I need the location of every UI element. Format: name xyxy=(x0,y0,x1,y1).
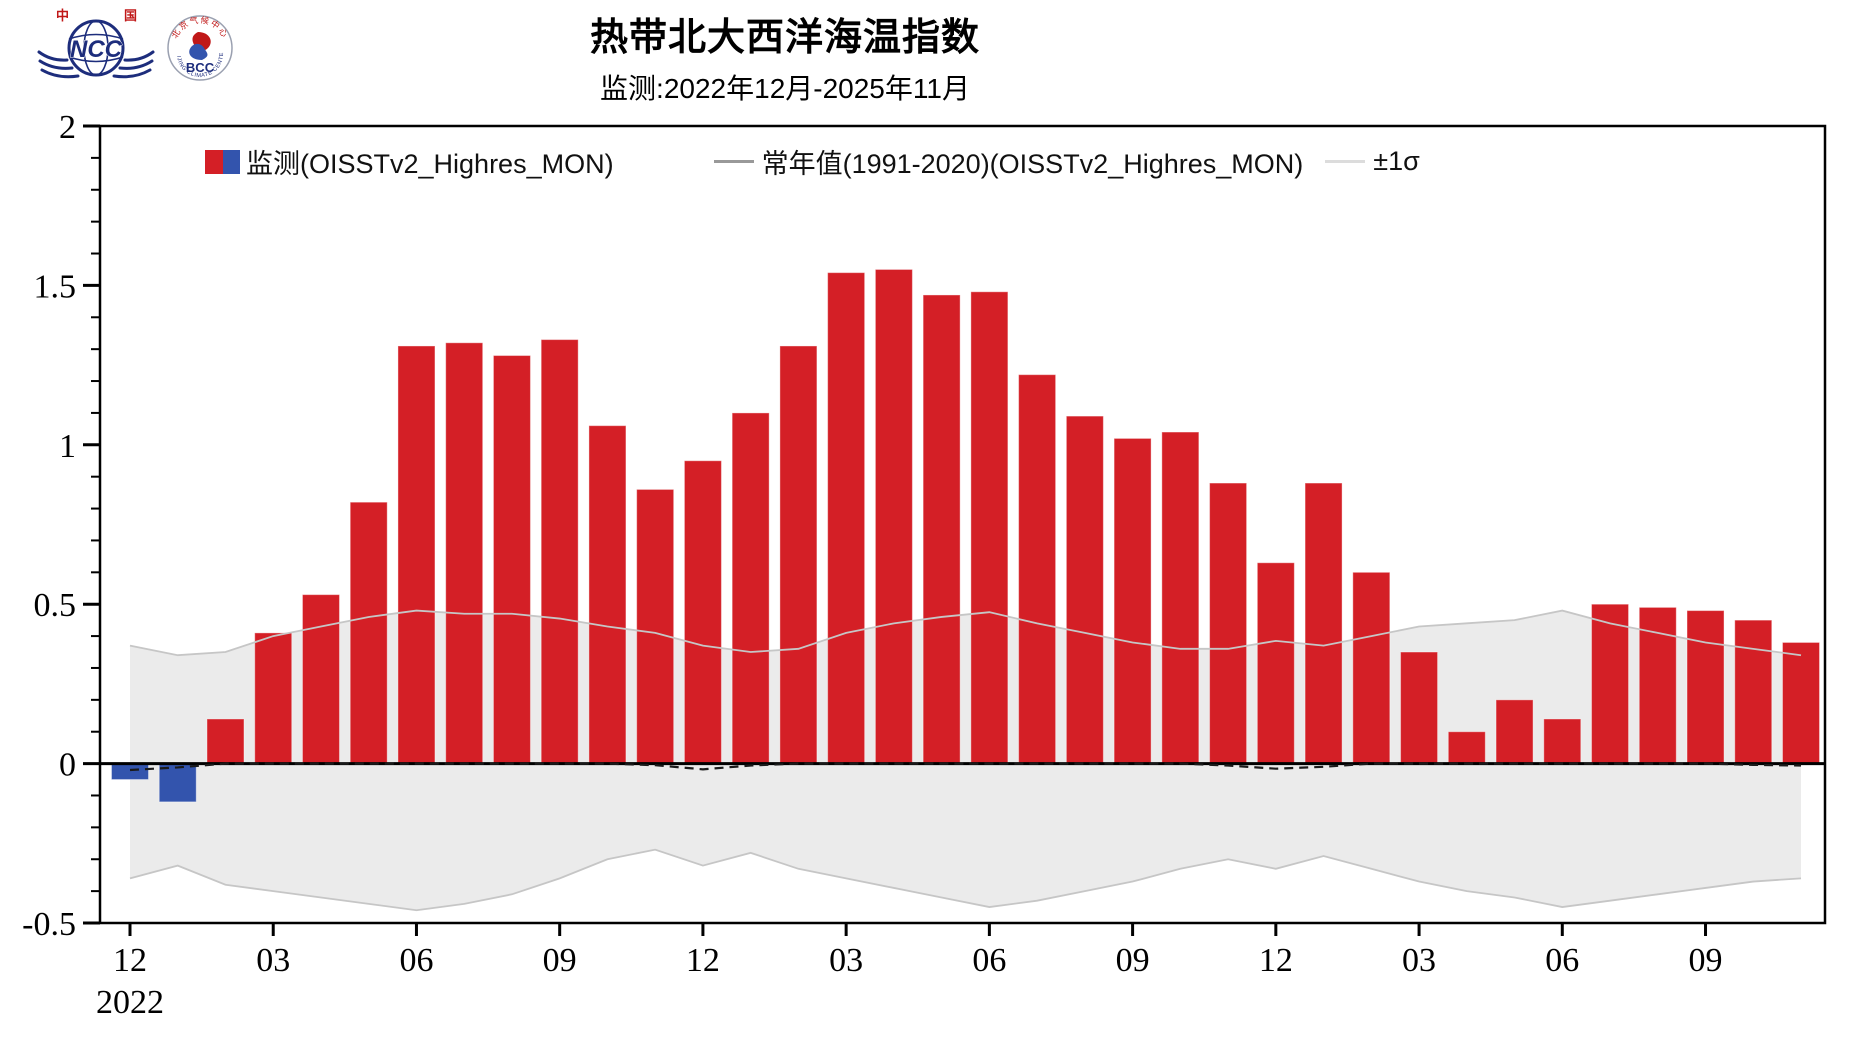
bar xyxy=(445,342,484,765)
y-axis: 2 1.5 1 0.5 0 -0.5 xyxy=(22,109,100,943)
ncc-top-left-char: 中 xyxy=(56,8,69,23)
bar xyxy=(922,294,961,765)
plot-border xyxy=(98,124,1827,925)
x-tick-label: 03 xyxy=(256,942,290,979)
bar xyxy=(827,272,866,765)
y-tick-label: 0 xyxy=(59,747,76,784)
x-axis: 12 2022 03 06 09 12 03 06 09 12 03 06 09 xyxy=(96,923,1723,1021)
ncc-label: NCC xyxy=(70,36,123,63)
bar xyxy=(731,412,770,765)
sigma-lower-line xyxy=(129,848,1802,912)
bar xyxy=(1161,431,1200,765)
bars xyxy=(111,268,1821,803)
legend-climatology-label: 常年值(1991-2020)(OISSTv2_Highres_MON) xyxy=(761,149,1304,179)
sigma-upper-line xyxy=(129,609,1802,657)
bar xyxy=(301,594,340,765)
ncc-logo-icon: 中 国 NCC xyxy=(37,8,155,79)
legend: 监测(OISSTv2_Highres_MON) 常年值(1991-2020)(O… xyxy=(205,142,1420,181)
bar xyxy=(1686,610,1725,765)
monitor-bar-swatch-icon xyxy=(205,149,240,174)
climatology-polyline xyxy=(129,762,1802,772)
plot-frame xyxy=(98,124,1827,925)
climatology-line xyxy=(129,762,1802,772)
x-tick-label: 12 xyxy=(113,942,147,979)
ncc-top-right-char: 国 xyxy=(124,8,137,23)
bar xyxy=(874,268,913,765)
page-title: 热带北大西洋海温指数 xyxy=(589,17,980,59)
bar xyxy=(779,345,818,765)
x-tick-label: 06 xyxy=(972,942,1006,979)
x-tick-label: 06 xyxy=(399,942,433,979)
bar xyxy=(158,763,197,803)
legend-monitor-label: 监测(OISSTv2_Highres_MON) xyxy=(246,149,614,179)
bar xyxy=(111,763,149,781)
bar xyxy=(1113,437,1152,765)
bar xyxy=(1782,641,1821,765)
bar xyxy=(1400,651,1439,765)
bar xyxy=(1447,731,1486,765)
bar xyxy=(1018,374,1057,765)
y-tick-label: 1 xyxy=(59,428,76,465)
y-tick-label: 0.5 xyxy=(34,587,77,624)
x-tick-label: 12 xyxy=(686,942,720,979)
x-tick-label: 03 xyxy=(1402,942,1436,979)
y-tick-label: -0.5 xyxy=(22,906,76,943)
page-subtitle: 监测:2022年12月-2025年11月 xyxy=(600,73,970,104)
bar xyxy=(970,291,1009,765)
sigma-band-swatch-icon xyxy=(1325,160,1366,163)
legend-sigma-label: ±1σ xyxy=(1373,146,1420,176)
bar xyxy=(1734,619,1773,765)
x-tick-label: 06 xyxy=(1545,942,1579,979)
bar xyxy=(492,355,531,765)
bcc-label: BCC xyxy=(186,60,215,75)
x-tick-label: 09 xyxy=(1116,942,1150,979)
bar xyxy=(1543,718,1582,765)
x-year-label: 2022 xyxy=(96,984,164,1021)
bcc-logo-icon: 北京气候中心 BCC BEIJING CLIMATE CENTER xyxy=(167,15,233,81)
bar xyxy=(206,718,245,765)
bar xyxy=(1591,603,1630,765)
x-tick-label: 09 xyxy=(1689,942,1723,979)
title-block: 热带北大西洋海温指数 监测:2022年12月-2025年11月 xyxy=(0,6,1570,107)
bar xyxy=(397,345,436,765)
y-tick-label: 2 xyxy=(59,109,76,146)
bar xyxy=(540,339,579,765)
climatology-line-swatch-icon xyxy=(713,160,754,163)
legend-item-monitor: 监测(OISSTv2_Highres_MON) xyxy=(205,142,614,181)
bar xyxy=(683,460,722,765)
y-tick-label: 1.5 xyxy=(34,268,77,305)
bar xyxy=(1352,571,1391,765)
bar xyxy=(1495,699,1534,765)
legend-item-climatology: 常年值(1991-2020)(OISSTv2_Highres_MON) xyxy=(713,142,1304,181)
bar xyxy=(254,632,293,765)
x-tick-label: 09 xyxy=(543,942,577,979)
x-tick-label: 03 xyxy=(829,942,863,979)
bar xyxy=(1304,482,1343,765)
legend-item-sigma: ±1σ xyxy=(1325,146,1420,177)
bar xyxy=(588,425,627,765)
x-tick-label: 12 xyxy=(1259,942,1293,979)
bar xyxy=(1256,562,1295,765)
sigma-band-edges xyxy=(129,609,1802,912)
bar xyxy=(636,488,675,765)
bar xyxy=(1065,415,1104,765)
bar xyxy=(349,501,388,765)
logos: 中 国 NCC 北京气候中心 BCC BEIJING CLIMATE CENTE… xyxy=(37,8,233,81)
bar xyxy=(1209,482,1248,765)
